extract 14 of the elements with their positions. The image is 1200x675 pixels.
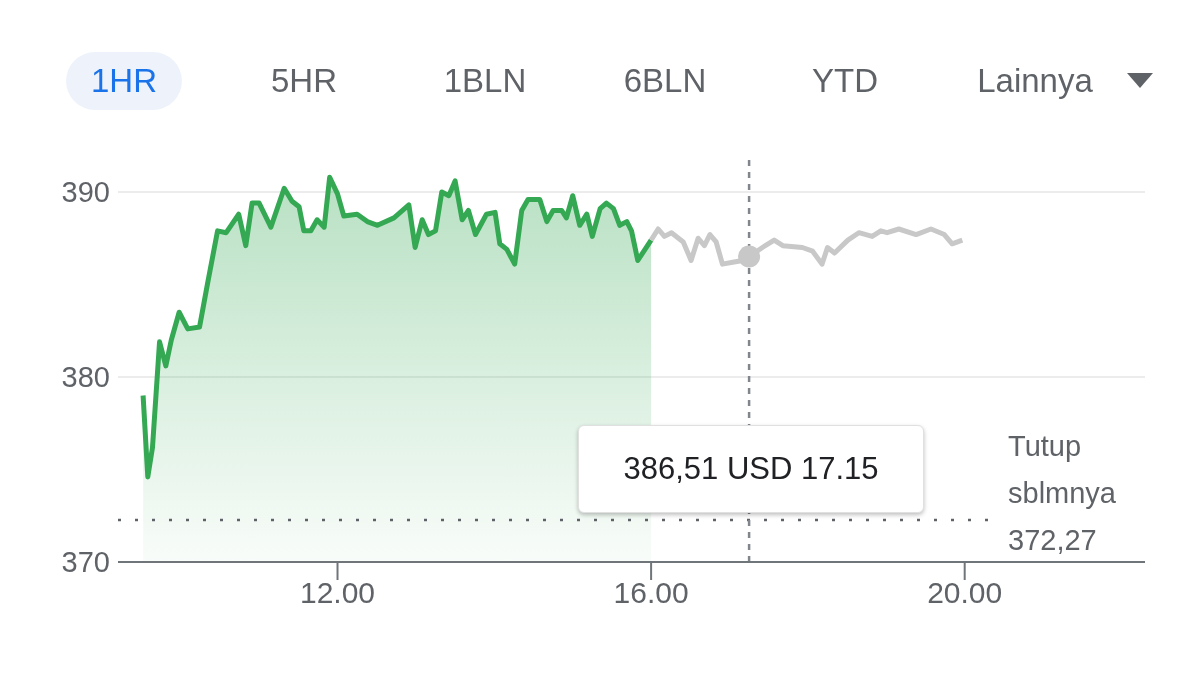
- x-tick-label: 16.00: [613, 576, 689, 610]
- text: 1HR: [66, 52, 182, 110]
- x-tick-label: 20.00: [927, 576, 1003, 610]
- text: 6BLN: [622, 61, 708, 101]
- text: Lainnya: [977, 61, 1093, 101]
- x-tick-label: 12.00: [299, 576, 376, 610]
- y-tick-label: 370: [61, 546, 110, 579]
- y-tick-label: 390: [61, 176, 110, 209]
- text: YTD: [811, 61, 879, 101]
- ref-line-label: Tutup sblmnya 372,27: [1008, 430, 1117, 557]
- text: 5HR: [270, 61, 338, 101]
- annotation: 386,51 USD 17.15: [578, 425, 924, 513]
- text: 1BLN: [442, 61, 528, 101]
- y-tick-label: 380: [61, 361, 110, 394]
